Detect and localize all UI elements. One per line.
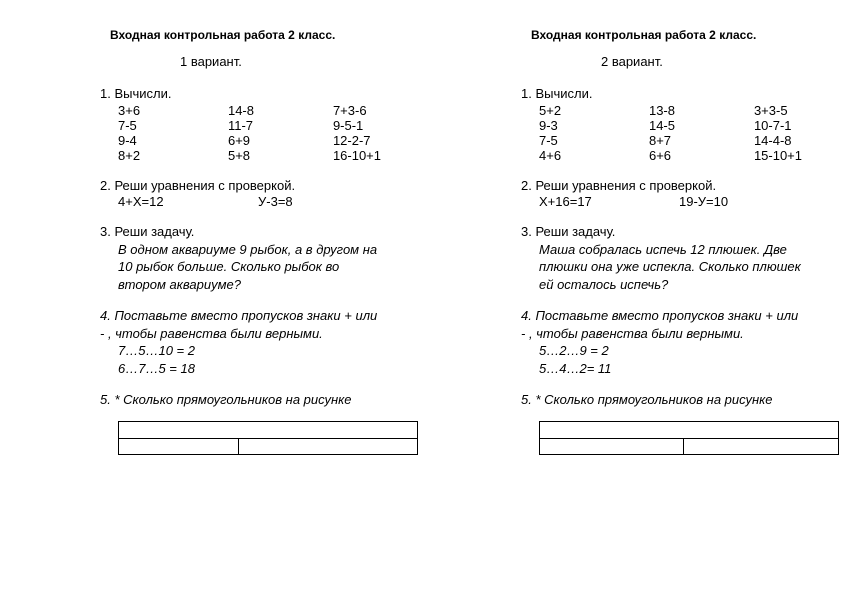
expr: 14-4-8 — [754, 133, 802, 148]
task-2-equations: 4+Х=12 У-3=8 — [100, 194, 381, 209]
expr: 3+3-5 — [754, 103, 802, 118]
task-1-label: 1. Вычисли. — [521, 85, 802, 103]
task-4-line-2: 6…7…5 = 18 — [100, 360, 381, 378]
task-3-text: В одном аквариуме 9 рыбок, а в другом на… — [100, 241, 381, 294]
expr: 6+6 — [649, 148, 754, 163]
equation-2: У-3=8 — [258, 194, 293, 209]
expr: 5+8 — [228, 148, 333, 163]
task-1-col-1: 3+6 7-5 9-4 8+2 — [118, 103, 228, 163]
task-2: 2. Реши уравнения с проверкой. 4+Х=12 У-… — [100, 177, 381, 210]
task-4: 4. Поставьте вместо пропусков знаки + ил… — [521, 307, 802, 377]
task-4: 4. Поставьте вместо пропусков знаки + ил… — [100, 307, 381, 377]
expr: 8+7 — [649, 133, 754, 148]
rectangle-figure — [539, 421, 839, 455]
expr: 7-5 — [118, 118, 228, 133]
expr: 10-7-1 — [754, 118, 802, 133]
expr: 9-4 — [118, 133, 228, 148]
expr: 13-8 — [649, 103, 754, 118]
figure-vline — [683, 438, 684, 454]
expr: 14-5 — [649, 118, 754, 133]
task-5-label: 5. * Сколько прямоугольников на рисунке — [100, 391, 381, 409]
task-3-label: 3. Реши задачу. — [521, 223, 802, 241]
equation-2: 19-У=10 — [679, 194, 728, 209]
task-1-label: 1. Вычисли. — [100, 85, 381, 103]
expr: 6+9 — [228, 133, 333, 148]
expr: 3+6 — [118, 103, 228, 118]
task-3: 3. Реши задачу. Маша собралась испечь 12… — [521, 223, 802, 293]
task-1: 1. Вычисли. 3+6 7-5 9-4 8+2 14-8 11-7 6+… — [100, 85, 381, 163]
task-1-columns: 5+2 9-3 7-5 4+6 13-8 14-5 8+7 6+6 3+3-5 … — [521, 103, 802, 163]
equation-1: Х+16=17 — [539, 194, 679, 209]
expr: 14-8 — [228, 103, 333, 118]
variant-1: Входная контрольная работа 2 класс. 1 ва… — [0, 28, 421, 469]
expr: 16-10+1 — [333, 148, 381, 163]
task-4-line-2: 5…4…2= 11 — [521, 360, 802, 378]
variant-title: 2 вариант. — [601, 54, 802, 69]
expr: 7-5 — [539, 133, 649, 148]
task-1-col-3: 7+3-6 9-5-1 12-2-7 16-10+1 — [333, 103, 381, 163]
expr: 9-3 — [539, 118, 649, 133]
expr: 5+2 — [539, 103, 649, 118]
task-1-col-1: 5+2 9-3 7-5 4+6 — [539, 103, 649, 163]
task-5-label: 5. * Сколько прямоугольников на рисунке — [521, 391, 802, 409]
task-4-label: 4. Поставьте вместо пропусков знаки + ил… — [100, 307, 381, 342]
expr: 15-10+1 — [754, 148, 802, 163]
expr: 11-7 — [228, 118, 333, 133]
task-5: 5. * Сколько прямоугольников на рисунке — [100, 391, 381, 455]
variant-2: Входная контрольная работа 2 класс. 2 ва… — [421, 28, 842, 469]
variant-title: 1 вариант. — [180, 54, 381, 69]
header: Входная контрольная работа 2 класс. — [531, 28, 802, 42]
task-4-line-1: 5…2…9 = 2 — [521, 342, 802, 360]
task-4-line-1: 7…5…10 = 2 — [100, 342, 381, 360]
expr: 12-2-7 — [333, 133, 381, 148]
task-2-label: 2. Реши уравнения с проверкой. — [100, 177, 381, 195]
task-2: 2. Реши уравнения с проверкой. Х+16=17 1… — [521, 177, 802, 210]
task-1-col-3: 3+3-5 10-7-1 14-4-8 15-10+1 — [754, 103, 802, 163]
task-1-col-2: 13-8 14-5 8+7 6+6 — [649, 103, 754, 163]
figure-vline — [238, 438, 239, 454]
figure-hline — [119, 438, 417, 439]
task-1: 1. Вычисли. 5+2 9-3 7-5 4+6 13-8 14-5 8+… — [521, 85, 802, 163]
header: Входная контрольная работа 2 класс. — [110, 28, 381, 42]
task-2-label: 2. Реши уравнения с проверкой. — [521, 177, 802, 195]
equation-1: 4+Х=12 — [118, 194, 258, 209]
task-2-equations: Х+16=17 19-У=10 — [521, 194, 802, 209]
task-1-columns: 3+6 7-5 9-4 8+2 14-8 11-7 6+9 5+8 7+3-6 … — [100, 103, 381, 163]
figure-hline — [540, 438, 838, 439]
task-3-text: Маша собралась испечь 12 плюшек. Две плю… — [521, 241, 802, 294]
rectangle-figure — [118, 421, 418, 455]
expr: 7+3-6 — [333, 103, 381, 118]
expr: 8+2 — [118, 148, 228, 163]
task-3: 3. Реши задачу. В одном аквариуме 9 рыбо… — [100, 223, 381, 293]
task-4-label: 4. Поставьте вместо пропусков знаки + ил… — [521, 307, 802, 342]
expr: 9-5-1 — [333, 118, 381, 133]
worksheet-page: Входная контрольная работа 2 класс. 1 ва… — [0, 28, 842, 469]
expr: 4+6 — [539, 148, 649, 163]
task-1-col-2: 14-8 11-7 6+9 5+8 — [228, 103, 333, 163]
task-3-label: 3. Реши задачу. — [100, 223, 381, 241]
task-5: 5. * Сколько прямоугольников на рисунке — [521, 391, 802, 455]
